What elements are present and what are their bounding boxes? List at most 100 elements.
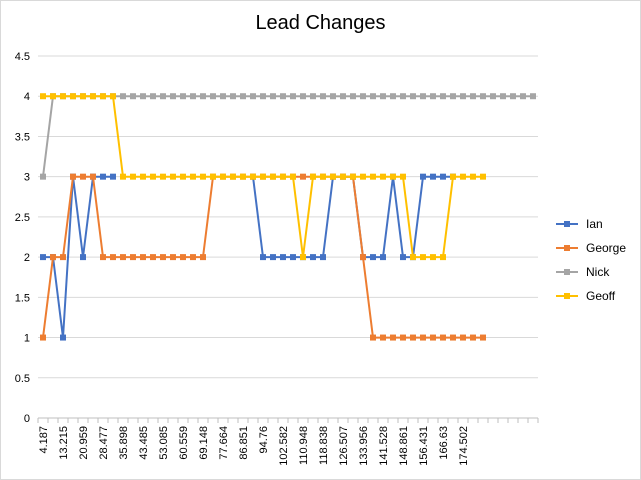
- data-point: [480, 93, 486, 100]
- data-point: [50, 254, 56, 261]
- legend-marker: [564, 293, 570, 299]
- x-tick-label: 156.431: [418, 426, 430, 466]
- x-tick-label: 174.502: [458, 426, 470, 466]
- data-point: [410, 334, 416, 341]
- data-point: [280, 254, 286, 261]
- data-point: [160, 93, 166, 100]
- data-point: [420, 173, 426, 180]
- data-point: [380, 334, 386, 341]
- data-point: [340, 173, 346, 180]
- data-point: [210, 93, 216, 100]
- data-point: [100, 254, 106, 261]
- data-point: [380, 254, 386, 261]
- data-point: [410, 254, 416, 261]
- data-point: [360, 93, 366, 100]
- data-point: [280, 173, 286, 180]
- data-point: [410, 93, 416, 100]
- x-tick-label: 118.838: [318, 426, 330, 465]
- data-point: [350, 173, 356, 180]
- data-point: [60, 334, 66, 341]
- data-point: [420, 93, 426, 100]
- y-tick-label: 3.5: [15, 131, 30, 143]
- data-point: [110, 173, 116, 180]
- data-point: [260, 173, 266, 180]
- data-point: [520, 93, 526, 100]
- data-point: [290, 254, 296, 261]
- data-point: [120, 173, 126, 180]
- data-point: [370, 173, 376, 180]
- data-point: [470, 93, 476, 100]
- data-point: [400, 334, 406, 341]
- x-tick-label: 35.898: [118, 426, 130, 460]
- legend-marker: [564, 221, 570, 227]
- data-point: [440, 254, 446, 261]
- data-point: [460, 93, 466, 100]
- legend-label: Ian: [586, 217, 603, 231]
- data-point: [460, 334, 466, 341]
- y-tick-label: 0: [24, 413, 30, 425]
- data-point: [420, 334, 426, 341]
- x-tick-label: 43.485: [138, 426, 150, 460]
- data-point: [190, 93, 196, 100]
- data-point: [390, 334, 396, 341]
- data-point: [390, 93, 396, 100]
- x-tick-label: 141.528: [378, 426, 390, 466]
- data-point: [170, 173, 176, 180]
- data-point: [370, 334, 376, 341]
- data-point: [440, 93, 446, 100]
- x-tick-label: 4.187: [38, 426, 50, 454]
- data-point: [250, 173, 256, 180]
- data-point: [340, 93, 346, 100]
- y-tick-label: 4.5: [15, 51, 30, 63]
- x-tick-label: 126.507: [338, 426, 350, 466]
- data-point: [60, 93, 66, 100]
- data-point: [240, 173, 246, 180]
- data-point: [210, 173, 216, 180]
- y-tick-label: 1: [24, 333, 30, 345]
- data-point: [490, 93, 496, 100]
- data-point: [120, 254, 126, 261]
- data-point: [180, 254, 186, 261]
- x-tick-label: 94.76: [258, 426, 270, 454]
- data-point: [360, 254, 366, 261]
- data-point: [380, 93, 386, 100]
- data-point: [40, 93, 46, 100]
- data-point: [220, 173, 226, 180]
- data-point: [320, 93, 326, 100]
- x-tick-label: 20.959: [78, 426, 90, 460]
- data-point: [270, 254, 276, 261]
- data-point: [290, 93, 296, 100]
- data-point: [70, 93, 76, 100]
- data-point: [140, 93, 146, 100]
- data-point: [160, 173, 166, 180]
- data-point: [460, 173, 466, 180]
- data-point: [500, 93, 506, 100]
- data-point: [110, 93, 116, 100]
- x-tick-label: 110.948: [298, 426, 310, 465]
- data-point: [350, 93, 356, 100]
- data-point: [430, 93, 436, 100]
- data-point: [300, 93, 306, 100]
- data-point: [270, 93, 276, 100]
- data-point: [150, 254, 156, 261]
- data-point: [130, 93, 136, 100]
- data-point: [220, 93, 226, 100]
- data-point: [170, 93, 176, 100]
- legend-marker: [564, 269, 570, 275]
- data-point: [400, 93, 406, 100]
- data-point: [430, 254, 436, 261]
- data-point: [70, 173, 76, 180]
- data-point: [330, 173, 336, 180]
- data-point: [470, 334, 476, 341]
- data-point: [530, 93, 536, 100]
- y-tick-label: 2.5: [15, 212, 30, 224]
- data-point: [330, 93, 336, 100]
- data-point: [80, 254, 86, 261]
- series-geoff: [40, 93, 486, 261]
- data-point: [240, 93, 246, 100]
- data-point: [360, 173, 366, 180]
- x-tick-label: 13.215: [58, 426, 70, 460]
- data-point: [200, 93, 206, 100]
- data-point: [400, 254, 406, 261]
